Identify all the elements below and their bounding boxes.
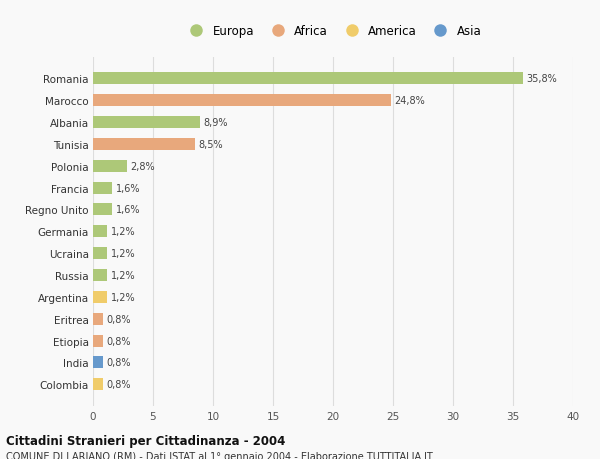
Bar <box>93 182 112 194</box>
Bar <box>93 117 200 129</box>
Text: 8,5%: 8,5% <box>199 140 223 150</box>
Bar <box>93 226 107 238</box>
Bar <box>93 357 103 369</box>
Text: 2,8%: 2,8% <box>130 162 155 171</box>
Bar <box>93 291 107 303</box>
Text: 1,2%: 1,2% <box>111 249 136 258</box>
Text: 0,8%: 0,8% <box>106 380 131 389</box>
Bar <box>93 269 107 281</box>
Text: 0,8%: 0,8% <box>106 358 131 368</box>
Text: 24,8%: 24,8% <box>394 96 425 106</box>
Text: COMUNE DI LARIANO (RM) - Dati ISTAT al 1° gennaio 2004 - Elaborazione TUTTITALIA: COMUNE DI LARIANO (RM) - Dati ISTAT al 1… <box>6 451 433 459</box>
Bar <box>93 73 523 85</box>
Bar <box>93 335 103 347</box>
Text: 1,2%: 1,2% <box>111 292 136 302</box>
Bar <box>93 95 391 107</box>
Text: 0,8%: 0,8% <box>106 336 131 346</box>
Bar <box>93 204 112 216</box>
Bar <box>93 378 103 390</box>
Legend: Europa, Africa, America, Asia: Europa, Africa, America, Asia <box>184 25 482 38</box>
Bar <box>93 313 103 325</box>
Bar <box>93 139 195 151</box>
Text: 1,6%: 1,6% <box>116 205 140 215</box>
Text: Cittadini Stranieri per Cittadinanza - 2004: Cittadini Stranieri per Cittadinanza - 2… <box>6 434 286 447</box>
Text: 0,8%: 0,8% <box>106 314 131 324</box>
Text: 35,8%: 35,8% <box>526 74 557 84</box>
Text: 1,2%: 1,2% <box>111 227 136 237</box>
Text: 8,9%: 8,9% <box>203 118 228 128</box>
Bar <box>93 247 107 260</box>
Bar <box>93 160 127 173</box>
Text: 1,2%: 1,2% <box>111 270 136 280</box>
Text: 1,6%: 1,6% <box>116 183 140 193</box>
